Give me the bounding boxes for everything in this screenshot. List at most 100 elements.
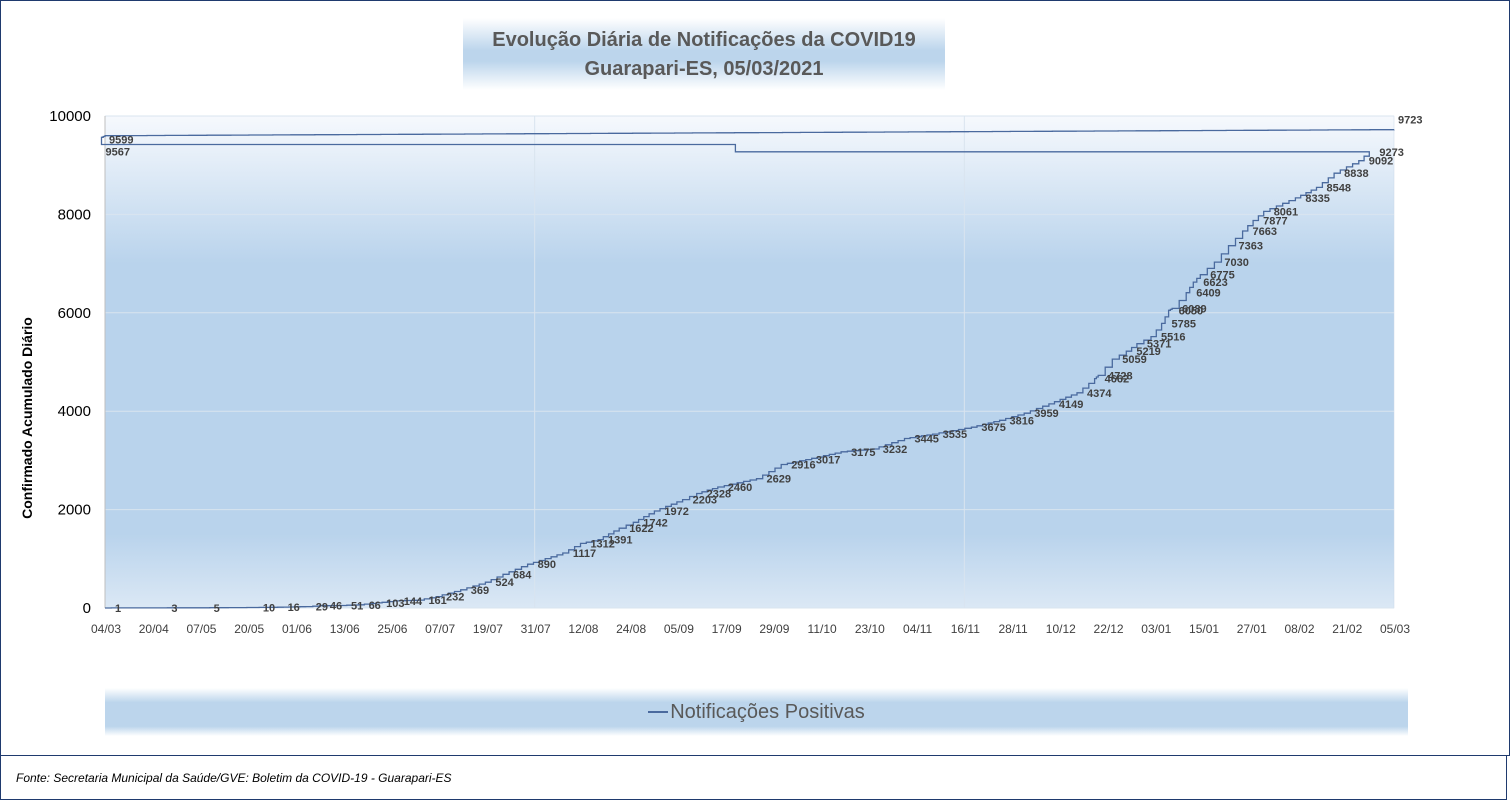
data-label: 144 xyxy=(404,596,423,608)
data-label: 4374 xyxy=(1087,388,1112,400)
data-label: 4728 xyxy=(1108,370,1132,382)
data-label: 1742 xyxy=(643,517,667,529)
data-label: 5785 xyxy=(1172,318,1196,330)
y-tick-label: 8000 xyxy=(58,206,91,223)
data-label: 232 xyxy=(446,592,464,604)
footer-source-text: Fonte: Secretaria Municipal da Saúde/GVE… xyxy=(16,771,452,785)
x-tick-label: 03/01 xyxy=(1141,622,1171,636)
data-label: 5371 xyxy=(1147,339,1171,351)
data-label: 10 xyxy=(263,603,275,615)
data-label: 3959 xyxy=(1034,408,1058,420)
data-label: 7363 xyxy=(1238,241,1262,253)
data-label: 1117 xyxy=(573,548,596,560)
y-tick-label: 10000 xyxy=(49,108,91,125)
data-label: 46 xyxy=(330,601,342,613)
data-label: 29 xyxy=(316,602,328,614)
x-tick-label: 07/05 xyxy=(186,622,216,636)
x-tick-label: 04/03 xyxy=(91,622,121,636)
data-label: 4149 xyxy=(1059,399,1083,411)
chart-title-box: Evolução Diária de Notificações da COVID… xyxy=(463,18,945,90)
data-label: 890 xyxy=(538,559,556,571)
legend-entry: Notificações Positivas xyxy=(670,700,865,723)
data-label: 524 xyxy=(495,577,514,589)
y-tick-label: 0 xyxy=(83,600,91,617)
data-label: 1622 xyxy=(629,523,653,535)
line-chart: 0 2000 4000 6000 8000 10000 04/03 20/04 07/05 20… xyxy=(19,108,1422,636)
chart-title: Evolução Diária de Notificações da COVID… xyxy=(492,29,916,51)
data-label: 7663 xyxy=(1253,226,1277,238)
x-axis: 04/03 20/04 07/05 20/05 01/06 13/06 25/06 07/07… xyxy=(91,622,1410,636)
y-tick-label: 4000 xyxy=(58,403,91,420)
legend: Notificações Positivas xyxy=(105,688,1408,736)
data-label: 3232 xyxy=(883,444,907,456)
x-tick-label: 10/12 xyxy=(1046,622,1076,636)
data-label: 16 xyxy=(288,602,300,614)
x-tick-label: 01/06 xyxy=(282,622,312,636)
series-group xyxy=(100,129,1395,609)
data-label: 3017 xyxy=(816,455,840,467)
x-tick-label: 11/10 xyxy=(808,622,837,636)
x-tick-label: 12/08 xyxy=(568,622,598,636)
x-tick-label: 20/05 xyxy=(234,622,264,636)
data-label: 4662 xyxy=(1105,374,1129,386)
data-label: 5 xyxy=(214,603,220,615)
data-label: 2203 xyxy=(693,495,717,507)
data-label: 8061 xyxy=(1274,206,1298,218)
data-label: 6089 xyxy=(1182,303,1206,315)
data-label: 1391 xyxy=(608,535,632,547)
x-tick-label: 28/11 xyxy=(999,622,1028,636)
gridlines xyxy=(105,115,1394,609)
x-tick-label: 27/01 xyxy=(1237,622,1267,636)
data-label: 2629 xyxy=(767,474,791,486)
x-tick-label: 25/06 xyxy=(377,622,407,636)
data-label: 6409 xyxy=(1196,288,1220,300)
data-label: 9567 xyxy=(105,146,129,158)
data-label: 3535 xyxy=(943,429,967,441)
x-tick-label: 15/01 xyxy=(1189,622,1219,636)
data-label: 6050 xyxy=(1179,305,1203,317)
x-tick-label: 20/04 xyxy=(139,622,169,636)
data-label: 3445 xyxy=(914,434,938,446)
data-label: 161 xyxy=(428,595,446,607)
data-label: 6623 xyxy=(1203,277,1227,289)
data-label: 3675 xyxy=(981,422,1005,434)
data-label: 5219 xyxy=(1136,346,1160,358)
data-label: 8335 xyxy=(1305,193,1329,205)
data-label: 369 xyxy=(471,585,489,597)
chart-subtitle: Guarapari-ES, 05/03/2021 xyxy=(584,58,824,80)
y-axis-label: Confirmado Acumulado Diário xyxy=(19,317,35,519)
data-label: 6775 xyxy=(1210,270,1234,282)
y-axis: 0 2000 4000 6000 8000 10000 xyxy=(49,108,106,617)
x-tick-label: 05/09 xyxy=(664,622,694,636)
x-tick-label: 22/12 xyxy=(1094,622,1124,636)
data-label: 9092 xyxy=(1369,156,1393,168)
x-tick-label: 19/07 xyxy=(473,622,503,636)
data-label: 9723 xyxy=(1398,115,1422,127)
data-label: 684 xyxy=(513,569,532,581)
x-tick-label: 13/06 xyxy=(330,622,360,636)
data-label: 1972 xyxy=(664,506,688,518)
data-label: 1312 xyxy=(590,538,614,550)
data-label: 9273 xyxy=(1379,147,1403,159)
x-tick-label: 17/09 xyxy=(712,622,742,636)
y-tick-label: 6000 xyxy=(58,305,91,322)
data-label: 5059 xyxy=(1122,354,1146,366)
data-label: 66 xyxy=(369,600,381,612)
data-label: 3 xyxy=(171,603,177,615)
legend-line-swatch xyxy=(648,711,669,713)
data-label: 5516 xyxy=(1161,332,1185,344)
data-label: 1 xyxy=(115,603,121,615)
x-tick-label: 24/08 xyxy=(616,622,646,636)
data-label: 2460 xyxy=(728,482,752,494)
data-label: 3175 xyxy=(851,447,875,459)
x-tick-label: 05/03 xyxy=(1380,622,1410,636)
x-tick-label: 21/02 xyxy=(1332,622,1362,636)
data-label: 9599 xyxy=(109,135,133,147)
data-label: 51 xyxy=(351,600,363,612)
x-tick-label: 31/07 xyxy=(521,622,551,636)
data-label: 8838 xyxy=(1344,168,1368,180)
data-label: 2916 xyxy=(791,460,815,472)
data-label: 2328 xyxy=(707,488,731,500)
x-tick-label: 07/07 xyxy=(425,622,455,636)
